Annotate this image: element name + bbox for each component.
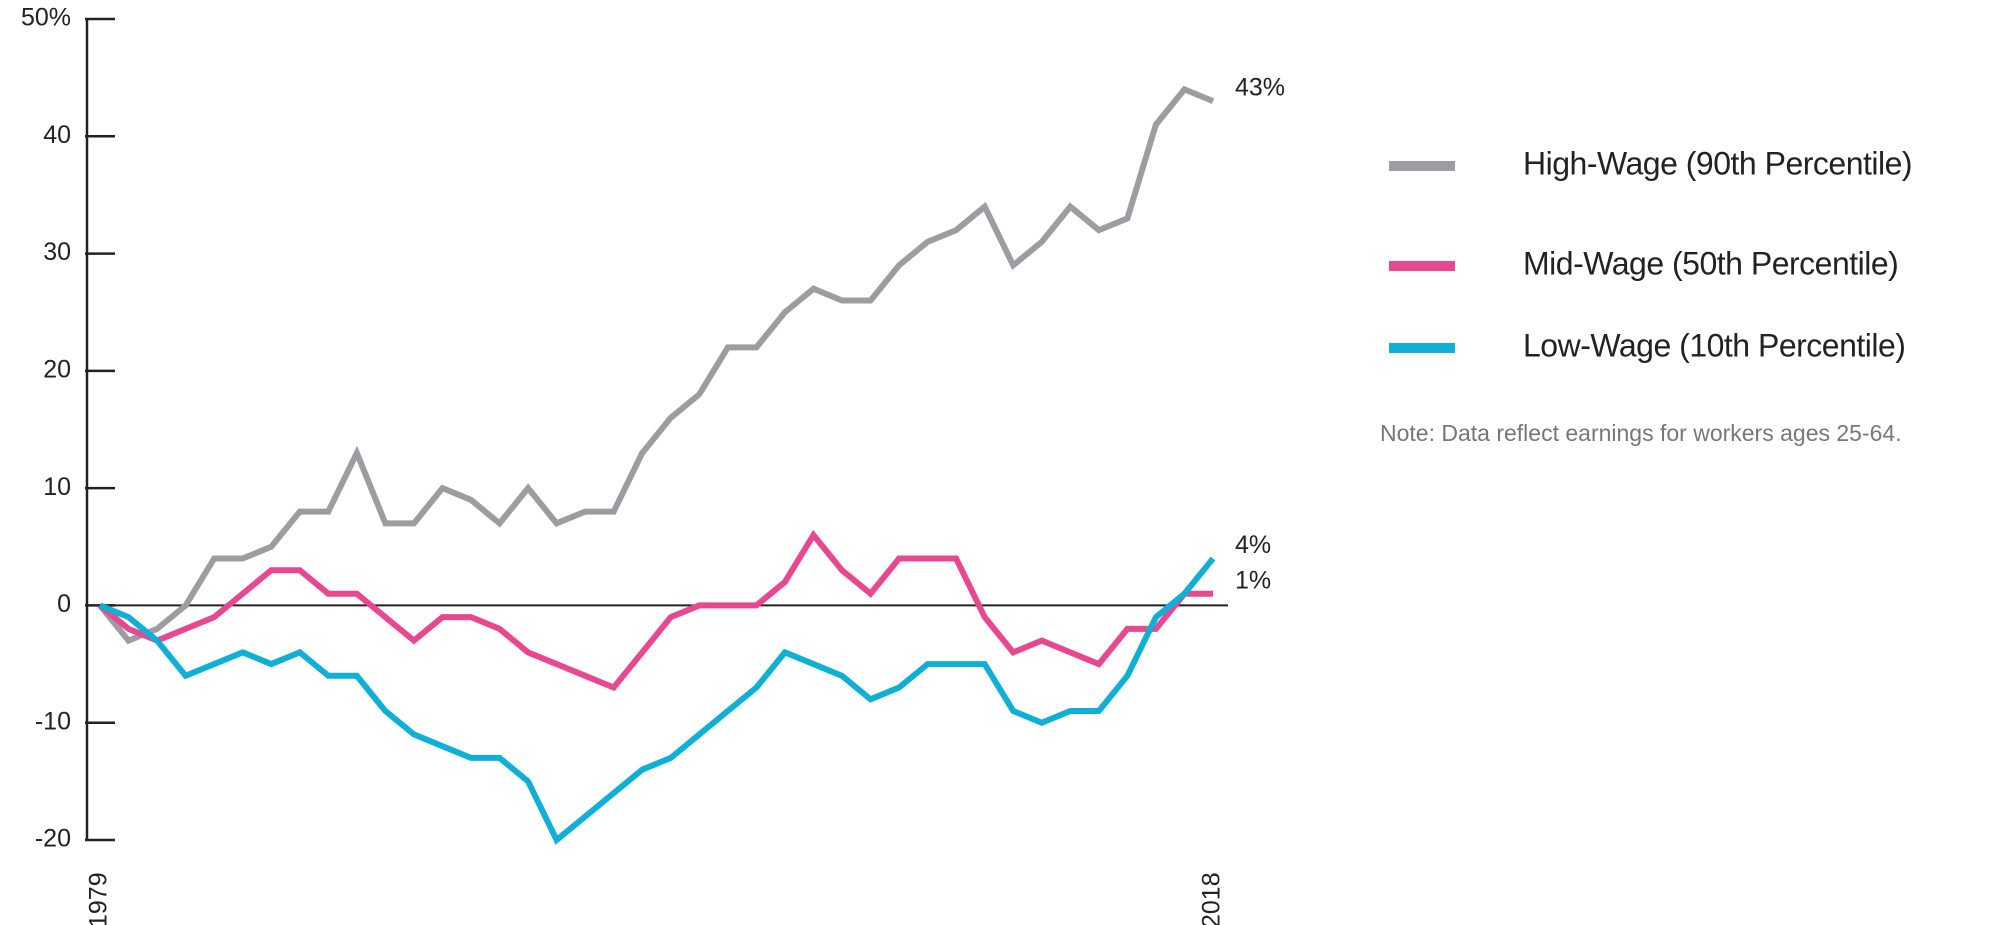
value-label: 4% — [1235, 531, 1271, 559]
value-label: 1% — [1235, 566, 1271, 594]
x-tick-label: 2018 — [1198, 872, 1226, 925]
line-series — [98, 556, 1216, 845]
y-tick-label: 50% — [21, 4, 71, 32]
line-series — [98, 529, 1213, 692]
line-series — [97, 85, 1215, 645]
legend-label: Low-Wage (10th Percentile) — [1523, 327, 1905, 363]
value-label: 43% — [1235, 74, 1285, 102]
y-tick-label: 40 — [43, 121, 71, 149]
y-tick-label: -10 — [35, 707, 71, 735]
legend-label: High-Wage (90th Percentile) — [1523, 145, 1912, 181]
y-tick-label: 30 — [43, 238, 71, 266]
y-tick-label: 0 — [57, 590, 71, 618]
legend-label: Mid-Wage (50th Percentile) — [1523, 245, 1898, 281]
y-tick-label: -20 — [35, 825, 71, 853]
y-tick-label: 10 — [43, 473, 71, 501]
y-tick-label: 20 — [43, 355, 71, 383]
note: Note: Data reflect earnings for workers … — [1380, 420, 1902, 446]
x-tick-label: 1979 — [85, 872, 113, 925]
